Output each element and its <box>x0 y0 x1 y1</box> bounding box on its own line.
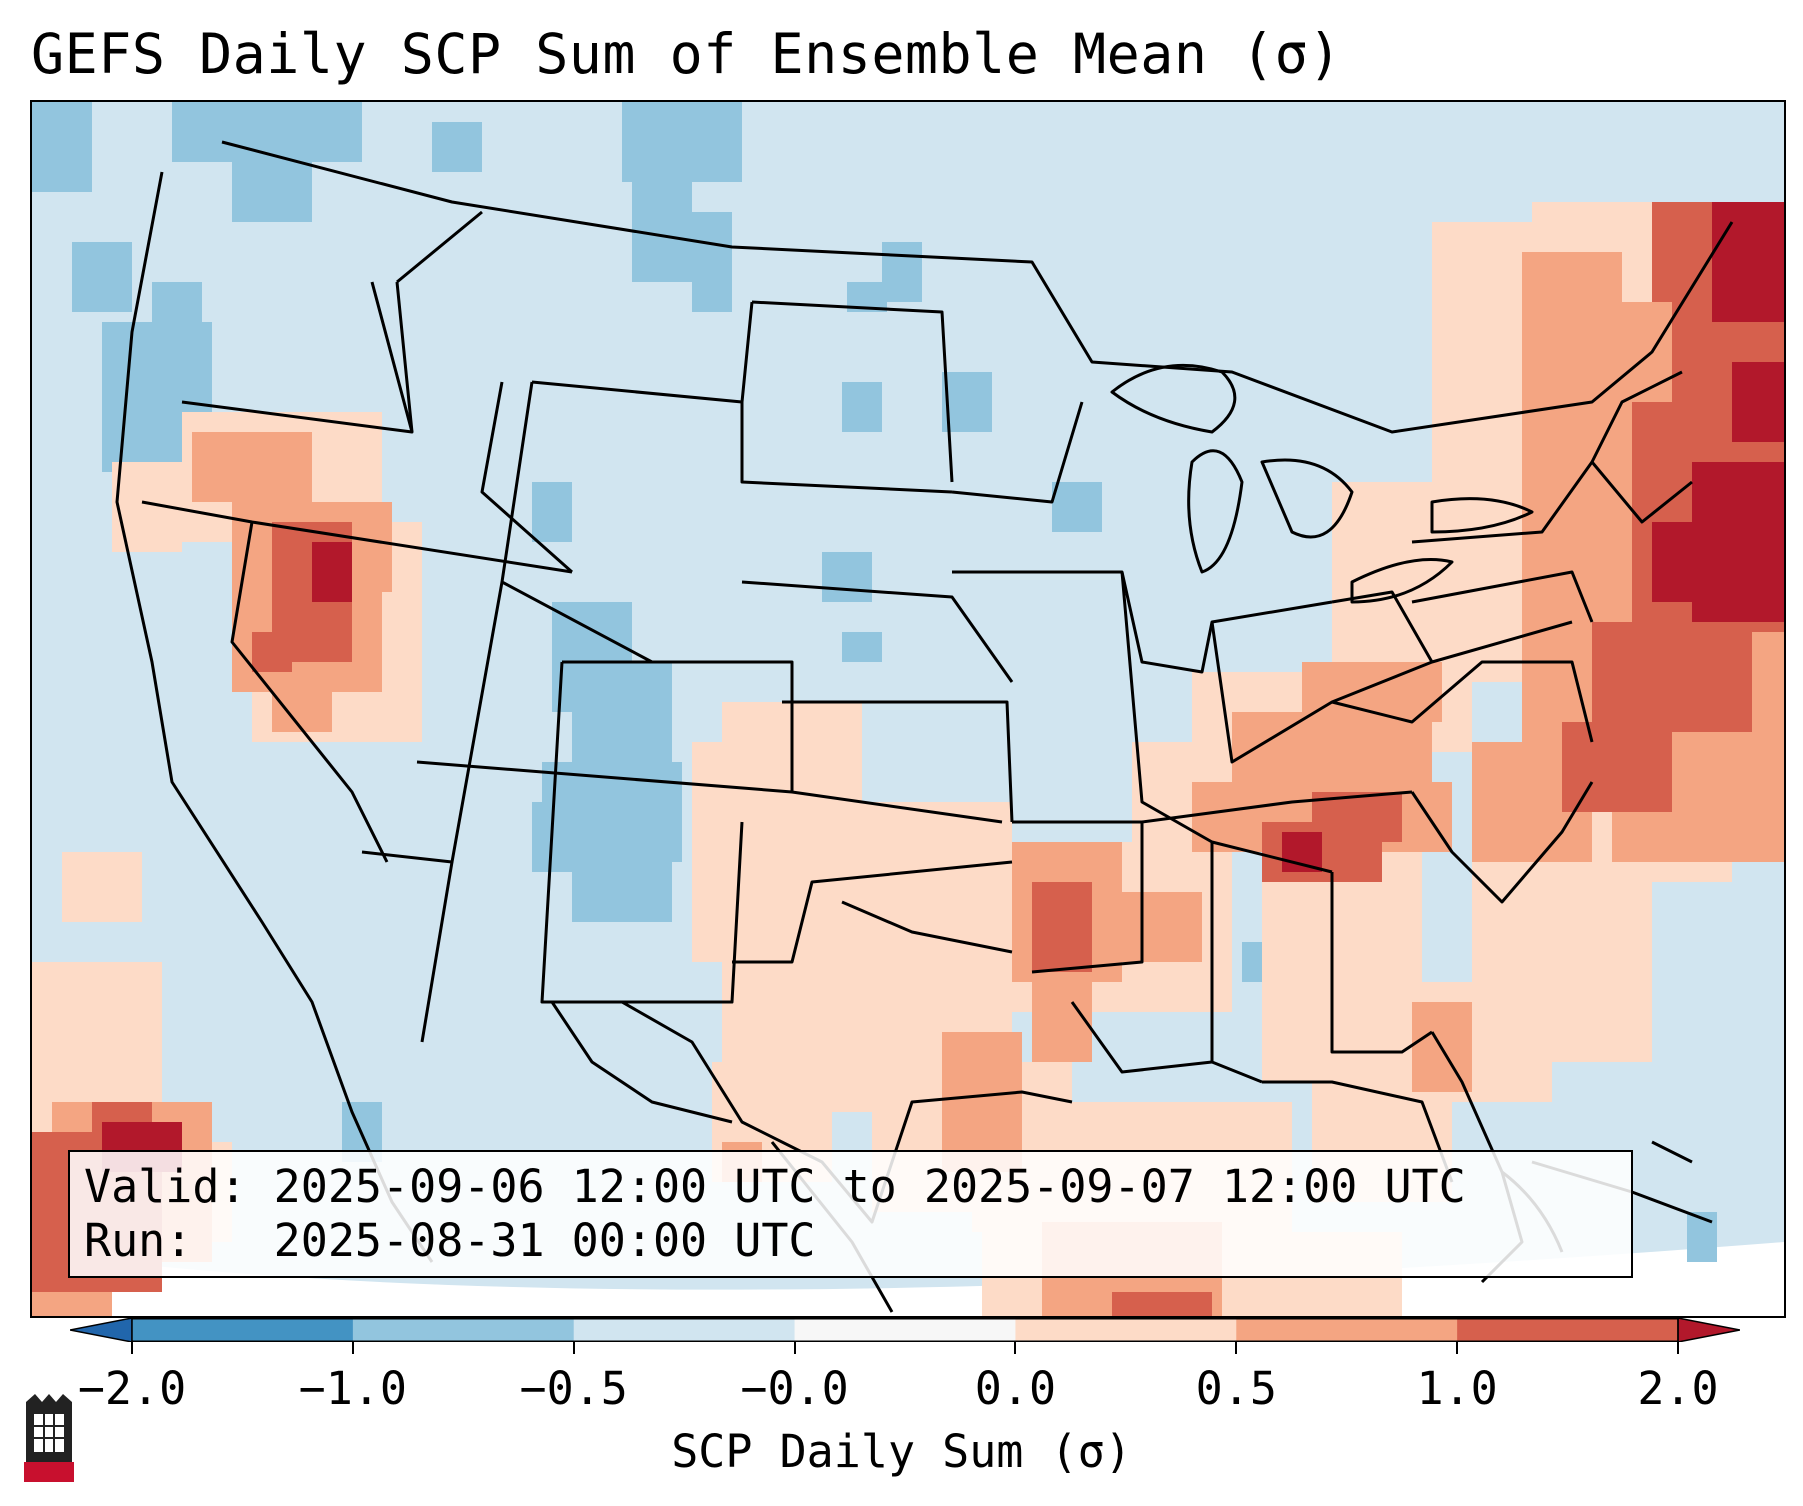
valid-line: Valid: 2025-09-06 12:00 UTC to 2025-09-0… <box>84 1160 1617 1214</box>
map-panel <box>30 100 1786 1318</box>
valid-value: 2025-09-06 12:00 UTC to 2025-09-07 12:00… <box>273 1160 1466 1213</box>
colorbar-segment <box>132 1318 354 1342</box>
niu-logo <box>24 1394 74 1482</box>
colorbar-tick-mark <box>572 1342 575 1354</box>
colorbar-segment <box>1236 1318 1458 1342</box>
colorbar-tick-label: −2.0 <box>77 1362 187 1415</box>
colorbar-tick-mark <box>1456 1342 1459 1354</box>
colorbar-extend-low <box>70 1318 133 1342</box>
colorbar-tick-label: −0.0 <box>740 1362 849 1415</box>
extreme-positive-patches <box>102 202 1784 1172</box>
colorbar-label: SCP Daily Sum (σ) <box>671 1425 1132 1478</box>
colorbar-tick-mark <box>1014 1342 1017 1354</box>
colorbar-tick-mark <box>351 1342 354 1354</box>
colorbar-segment <box>1015 1318 1237 1342</box>
colorbar-tick-mark <box>1235 1342 1238 1354</box>
colorbar-segment <box>1457 1318 1679 1342</box>
scp-field-map <box>32 102 1784 1316</box>
colorbar-tick-mark <box>793 1342 796 1354</box>
map-title: GEFS Daily SCP Sum of Ensemble Mean (σ) <box>31 22 1342 86</box>
colorbar-tick-label: −0.5 <box>519 1362 628 1415</box>
colorbar-outline <box>131 1318 1679 1342</box>
colorbar-tick-label: 0.5 <box>1195 1362 1277 1415</box>
colorbar-segment <box>352 1318 575 1342</box>
colorbar <box>70 1318 1740 1342</box>
colorbar-tick-label: 1.0 <box>1416 1362 1498 1415</box>
colorbar-segment <box>573 1318 796 1342</box>
colorbar-tick-label: −1.0 <box>298 1362 408 1415</box>
colorbar-tick-label: 0.0 <box>974 1362 1057 1415</box>
valid-run-infobox: Valid: 2025-09-06 12:00 UTC to 2025-09-0… <box>68 1150 1633 1278</box>
colorbar-tick-label: 2.0 <box>1637 1362 1719 1415</box>
valid-label: Valid: <box>84 1160 247 1213</box>
colorbar-tick-mark <box>131 1342 133 1354</box>
run-line: Run: 2025-08-31 00:00 UTC <box>84 1214 1617 1268</box>
colorbar-segment <box>794 1318 1016 1342</box>
colorbar-extend-high <box>1677 1318 1740 1342</box>
colorbar-tick-mark <box>1677 1342 1679 1354</box>
run-value: 2025-08-31 00:00 UTC <box>273 1214 816 1267</box>
run-label: Run: <box>84 1214 193 1267</box>
